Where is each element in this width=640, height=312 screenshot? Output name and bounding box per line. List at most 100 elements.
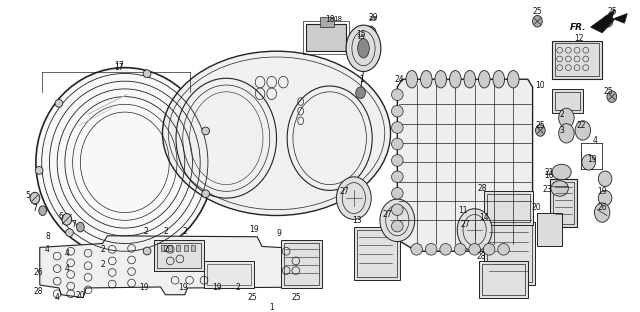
Text: 29: 29 xyxy=(369,13,378,22)
Bar xyxy=(282,240,322,288)
Bar xyxy=(305,24,346,51)
Polygon shape xyxy=(591,10,627,33)
Text: 3: 3 xyxy=(559,126,564,135)
Text: 26: 26 xyxy=(597,203,607,212)
Text: 25: 25 xyxy=(607,7,617,16)
Ellipse shape xyxy=(406,71,418,88)
Text: 9: 9 xyxy=(277,229,282,238)
Bar xyxy=(553,182,574,224)
Bar xyxy=(191,246,195,251)
Ellipse shape xyxy=(392,155,403,166)
Ellipse shape xyxy=(143,247,151,255)
Text: 14: 14 xyxy=(479,213,489,222)
Text: 19: 19 xyxy=(178,284,188,292)
Text: 4: 4 xyxy=(54,293,60,302)
Bar xyxy=(207,264,252,285)
Bar xyxy=(484,222,534,285)
Text: 19: 19 xyxy=(212,284,221,292)
Text: 19: 19 xyxy=(597,187,607,196)
Ellipse shape xyxy=(559,124,574,143)
Ellipse shape xyxy=(426,244,437,255)
Bar xyxy=(184,246,188,251)
Text: 11: 11 xyxy=(458,206,468,215)
Text: 15: 15 xyxy=(356,34,365,40)
Text: 18: 18 xyxy=(333,16,342,22)
Text: 28: 28 xyxy=(33,287,43,296)
Ellipse shape xyxy=(392,220,403,232)
Ellipse shape xyxy=(493,71,504,88)
Bar xyxy=(356,230,397,277)
Text: 4: 4 xyxy=(65,264,69,273)
Ellipse shape xyxy=(77,222,84,232)
Bar xyxy=(487,225,532,282)
Text: 2: 2 xyxy=(144,227,148,236)
Ellipse shape xyxy=(598,171,612,187)
Ellipse shape xyxy=(364,26,376,40)
Bar xyxy=(484,191,532,225)
Ellipse shape xyxy=(358,39,369,58)
Text: 15: 15 xyxy=(356,30,365,39)
Text: 27: 27 xyxy=(460,220,470,229)
Text: 2: 2 xyxy=(182,227,187,236)
Ellipse shape xyxy=(595,203,610,222)
Text: 20: 20 xyxy=(532,203,541,212)
Text: 2: 2 xyxy=(100,245,105,254)
Ellipse shape xyxy=(607,91,617,102)
Ellipse shape xyxy=(55,100,63,107)
Bar xyxy=(320,17,333,27)
Text: 2: 2 xyxy=(163,227,168,236)
Bar xyxy=(157,242,201,268)
Ellipse shape xyxy=(392,204,403,216)
Text: 29: 29 xyxy=(369,16,378,22)
Text: 13: 13 xyxy=(352,216,362,225)
Text: 28: 28 xyxy=(477,251,486,261)
Polygon shape xyxy=(40,236,322,298)
Ellipse shape xyxy=(479,71,490,88)
Text: 27: 27 xyxy=(383,210,392,219)
Text: FR.: FR. xyxy=(570,22,586,32)
Ellipse shape xyxy=(202,127,209,135)
Ellipse shape xyxy=(559,108,574,128)
Bar xyxy=(550,179,577,227)
Text: 25: 25 xyxy=(532,7,542,16)
Bar xyxy=(487,194,530,222)
Ellipse shape xyxy=(39,206,47,216)
Bar xyxy=(154,240,204,271)
Ellipse shape xyxy=(575,121,591,140)
Bar xyxy=(284,242,319,285)
Ellipse shape xyxy=(202,190,209,197)
Bar xyxy=(176,246,180,251)
Text: 7: 7 xyxy=(71,220,76,229)
Text: 25: 25 xyxy=(536,121,545,130)
Ellipse shape xyxy=(532,16,542,27)
Text: 28: 28 xyxy=(477,184,487,193)
Text: 2: 2 xyxy=(100,260,105,269)
Ellipse shape xyxy=(392,138,403,150)
Text: 18: 18 xyxy=(325,15,335,24)
Bar xyxy=(168,246,172,251)
Ellipse shape xyxy=(392,171,403,183)
Bar xyxy=(303,21,349,54)
Text: 1: 1 xyxy=(269,303,274,312)
Polygon shape xyxy=(397,79,532,251)
Text: 22: 22 xyxy=(576,121,586,130)
Ellipse shape xyxy=(163,51,390,216)
Ellipse shape xyxy=(392,188,403,199)
Text: 19: 19 xyxy=(588,155,597,164)
Text: 19: 19 xyxy=(140,284,149,292)
Bar xyxy=(552,41,602,79)
Ellipse shape xyxy=(392,105,403,117)
Ellipse shape xyxy=(440,244,451,255)
Text: 1: 1 xyxy=(359,75,364,84)
Ellipse shape xyxy=(392,89,403,100)
Bar xyxy=(204,261,254,288)
Text: 8: 8 xyxy=(45,232,50,241)
Text: 2: 2 xyxy=(236,284,240,292)
Bar xyxy=(538,212,561,246)
Ellipse shape xyxy=(449,71,461,88)
Ellipse shape xyxy=(62,213,72,225)
Text: 5: 5 xyxy=(26,191,31,200)
Bar xyxy=(555,92,580,110)
Ellipse shape xyxy=(30,192,40,204)
Text: 4: 4 xyxy=(593,136,598,145)
